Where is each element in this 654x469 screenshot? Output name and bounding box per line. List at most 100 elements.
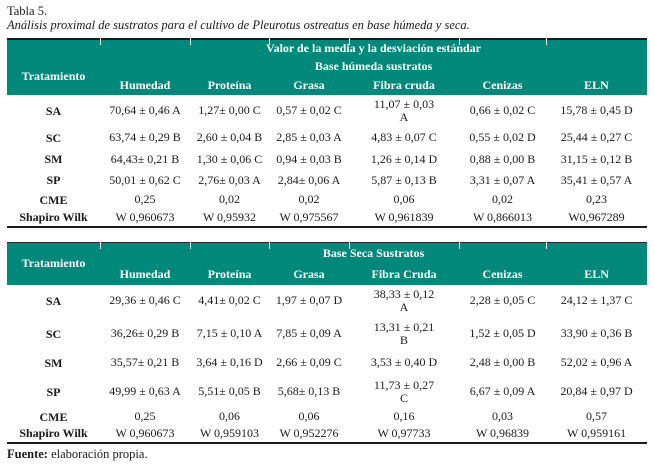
column-header-proteína: Proteína <box>190 75 269 95</box>
data-cell: 0,66 ± 0,02 C <box>469 103 536 118</box>
table-row-sc: SC 63,74 ± 0,29 B 2,60 ± 0,04 B 2,85 ± 0,03… <box>7 127 647 149</box>
table-row-sp: SP 50,01 ± 0,62 C 2,76± 0,03 A 2,84± 0,06 A… <box>7 170 647 191</box>
column-header-proteína: Proteína <box>190 263 269 285</box>
data-cell: 2,76± 0,03 A <box>198 172 261 187</box>
data-cell: 11,73 ± 0,27 C <box>373 377 435 405</box>
row-label: SC <box>7 127 100 149</box>
data-cell: 2,85 ± 0,03 A <box>276 130 342 145</box>
data-cell: W 0,959103 <box>199 425 260 440</box>
data-cell: 2,28 ± 0,05 C <box>469 293 536 308</box>
data-cell: 50,01 ± 0,62 C <box>109 172 181 187</box>
table-caption: Análisis proximal de sustratos para el c… <box>7 18 470 32</box>
table-row-cme: CME 0,25 0,02 0,02 0,06 0,02 0,23 <box>7 191 647 209</box>
data-table-base-seca: Tratamiento Base Seca Sustratos Humedad Pro… <box>7 242 648 444</box>
data-cell: 49,99 ± 0,63 A <box>109 384 181 399</box>
data-cell: 0,03 <box>492 409 513 424</box>
data-cell: 25,44 ± 0,27 C <box>560 130 633 145</box>
data-cell: 6,67 ± 0,09 A <box>469 384 536 399</box>
column-header-fibra-cruda: Fibra cruda <box>349 75 459 95</box>
column-header-grasa: Grasa <box>269 263 349 285</box>
table-row-sa: SA 70,64 ± 0,46 A 1,27± 0,00 C 0,57 ± 0,02 … <box>7 95 647 127</box>
data-cell: W 0,960673 <box>115 209 175 224</box>
data-cell: 7,15 ± 0,10 A <box>196 326 263 341</box>
table-number: Tabla 5. <box>7 4 48 18</box>
data-cell: 7,85 ± 0,09 A <box>276 326 342 341</box>
data-cell: 1,52 ± 0,05 D <box>469 326 536 341</box>
data-cell: 0,06 <box>393 192 415 207</box>
corner-header-tratamiento: Tratamiento <box>7 242 100 285</box>
data-cell: 0,16 <box>393 409 415 424</box>
data-cell: 5,87 ± 0,13 B <box>371 172 437 187</box>
table-row-cme: CME 0,25 0,06 0,06 0,16 0,03 0,57 <box>7 408 647 426</box>
group-header: Base húmeda sustratos <box>100 57 648 75</box>
table-base-seca: Tratamiento Base Seca Sustratos Humedad Pro… <box>7 242 648 444</box>
row-label: SA <box>7 95 100 127</box>
data-cell: 11,07 ± 0,03 A <box>373 96 435 124</box>
data-cell: 63,74 ± 0,29 B <box>109 130 181 145</box>
data-cell: W 0,959161 <box>566 425 627 440</box>
table-row-shapiro-wilk: Shapiro Wilk W 0,960673 W 0,959103 W 0,9522… <box>7 425 647 443</box>
data-cell: 2,48 ± 0,00 B <box>469 355 536 370</box>
data-cell: 4,83 ± 0,07 C <box>371 130 437 145</box>
table-row-shapiro-wilk: Shapiro Wilk W 0,960673 W 0,95932 W 0,97556… <box>7 209 647 227</box>
column-header-grasa: Grasa <box>269 75 349 95</box>
data-cell: 3,31 ± 0,07 A <box>469 172 536 187</box>
data-cell: 0,02 <box>492 192 513 207</box>
data-cell: 5,68± 0,13 B <box>277 384 341 399</box>
column-header-eln: ELN <box>546 263 648 285</box>
data-cell: 2,66 ± 0,09 C <box>276 355 342 370</box>
data-cell: W 0,960673 <box>115 425 175 440</box>
table-row-sp: SP 49,99 ± 0,63 A 5,51± 0,05 B 5,68± 0,13 B… <box>7 375 647 409</box>
data-cell: W 0,95932 <box>202 209 257 224</box>
data-cell: W 0,961839 <box>374 209 434 224</box>
data-cell: 5,51± 0,05 B <box>198 384 261 399</box>
row-label: SP <box>7 170 100 191</box>
data-cell: 31,15 ± 0,12 B <box>560 151 633 166</box>
data-cell: 35,41 ± 0,57 A <box>560 172 633 187</box>
data-cell: 13,31 ± 0,21 B <box>373 319 435 347</box>
data-table-base-humeda: Valor de la media y la desviación estánd… <box>7 38 648 228</box>
data-cell: 64,43± 0,21 B <box>110 151 180 166</box>
data-cell: 1,27± 0,00 C <box>198 103 261 118</box>
data-cell: 0,55 ± 0,02 D <box>469 130 536 145</box>
table-row-sm: SM 64,43± 0,21 B 1,30 ± 0,06 C 0,94 ± 0,03 … <box>7 149 647 170</box>
corner-header-tratamiento: Tratamiento <box>7 57 100 95</box>
data-cell: 0,88 ± 0,00 B <box>469 151 536 166</box>
row-label: Shapiro Wilk <box>7 209 100 227</box>
column-header-humedad: Humedad <box>100 75 190 95</box>
group-header: Base Seca Sustratos <box>100 242 648 264</box>
data-cell: W0,967289 <box>568 209 625 224</box>
data-cell: 29,36 ± 0,46 C <box>109 293 181 308</box>
row-label: SM <box>7 350 100 376</box>
data-cell: 0,57 <box>586 409 608 424</box>
data-cell: 35,57± 0,21 B <box>110 355 180 370</box>
data-cell: W 0,952276 <box>279 425 339 440</box>
row-label: SP <box>7 375 100 409</box>
table-row-sm: SM 35,57± 0,21 B 3,64 ± 0,16 D 2,66 ± 0,09 … <box>7 350 647 376</box>
table-row-sa: SA 29,36 ± 0,46 C 4,41± 0,02 C 1,97 ± 0,07 … <box>7 284 647 318</box>
row-label: CME <box>7 191 100 209</box>
data-cell: W 0,97733 <box>377 425 431 440</box>
data-cell: 15,78 ± 0,45 D <box>560 103 633 118</box>
corner-blank-cell <box>7 39 100 57</box>
data-cell: W 0,866013 <box>472 209 533 224</box>
data-cell: 3,64 ± 0,16 D <box>196 355 263 370</box>
superheader: Valor de la media y la desviación estánd… <box>100 39 648 57</box>
data-cell: 3,53 ± 0,40 D <box>370 355 438 370</box>
data-cell: 1,30 ± 0,06 C <box>196 151 263 166</box>
data-cell: 1,97 ± 0,07 D <box>275 293 343 308</box>
data-cell: 1,26 ± 0,14 D <box>370 151 438 166</box>
column-header-cenizas: Cenizas <box>459 75 546 95</box>
data-cell: 0,23 <box>586 192 607 207</box>
data-cell: 0,06 <box>298 409 320 424</box>
source-text: elaboración propia. <box>51 446 148 461</box>
data-cell: W 0,96839 <box>475 425 530 440</box>
data-cell: 0,02 <box>219 192 240 207</box>
column-header-eln: ELN <box>546 75 648 95</box>
data-cell: W 0,975567 <box>279 209 339 224</box>
data-cell: 0,25 <box>134 409 156 424</box>
row-label: SM <box>7 149 100 170</box>
data-cell: 4,41± 0,02 C <box>198 293 261 308</box>
row-label: SA <box>7 284 100 318</box>
